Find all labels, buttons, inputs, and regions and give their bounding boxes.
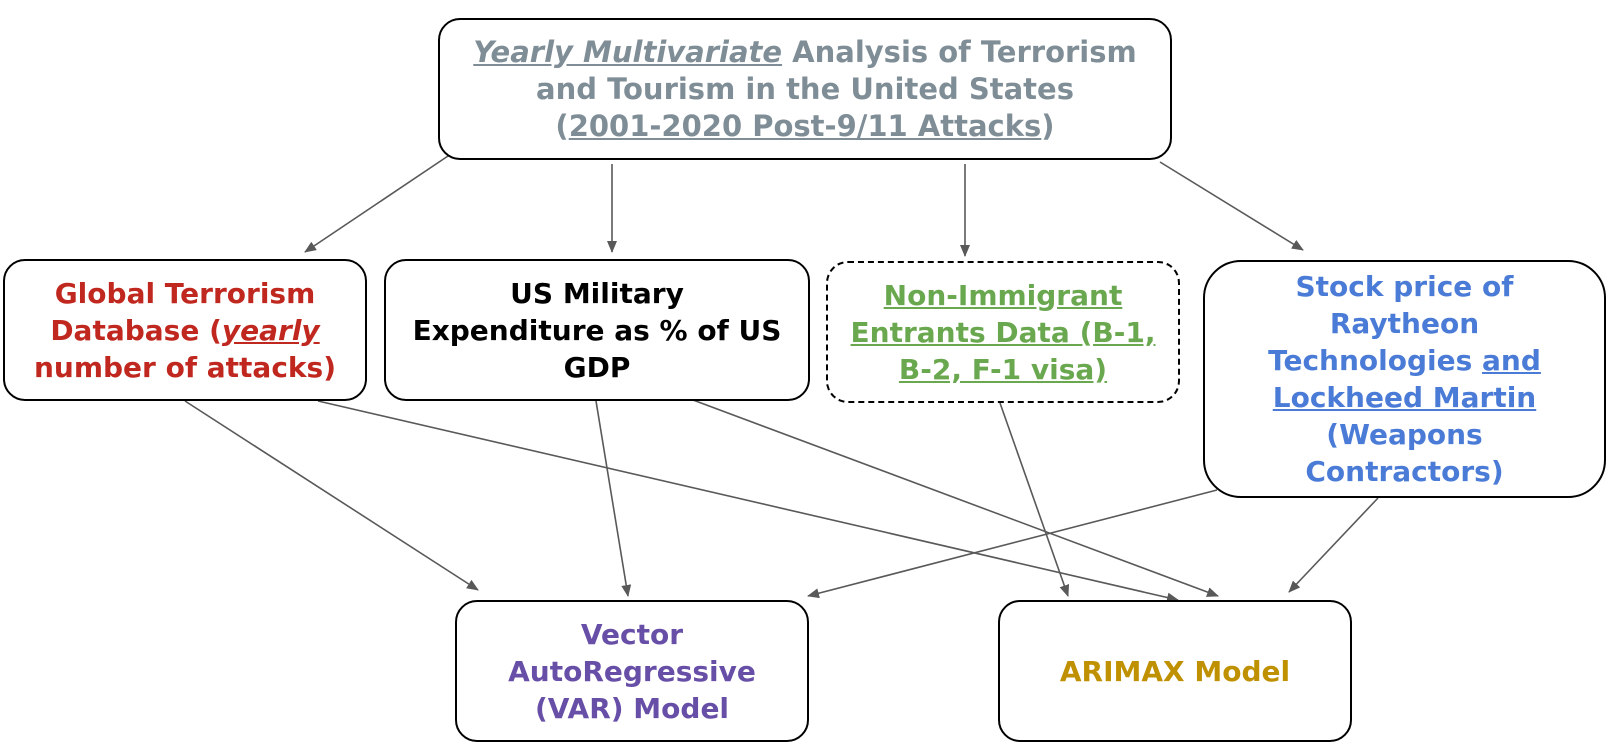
nie-line-2: Entrants Data (B-1, <box>850 315 1156 349</box>
top-line-3-open: ( <box>555 108 569 143</box>
var-line-2: AutoRegressive <box>508 654 756 688</box>
stock-line-5: (Weapons <box>1326 418 1483 451</box>
stock-line-3-underlined: and <box>1482 344 1541 377</box>
edge-top-to-stock <box>1159 161 1304 251</box>
stock-line-3: Technologies and <box>1268 342 1541 379</box>
node-top-analysis: Yearly Multivariate Analysis of Terroris… <box>438 18 1172 160</box>
stock-line-4: Lockheed Martin <box>1272 381 1537 414</box>
node-stock-price: Stock price of Raytheon Technologies and… <box>1203 260 1606 498</box>
edge-gtd-to-var <box>184 400 479 591</box>
stock-line-6: Contractors) <box>1305 455 1504 488</box>
edge-top-to-gtd <box>304 155 449 253</box>
gtd-line-2: Database (yearly <box>34 312 336 349</box>
top-line-3: (2001-2020 Post-9/11 Attacks) <box>473 108 1136 145</box>
edge-gtd-to-arimax <box>317 400 1179 603</box>
top-italic-text: Yearly Multivariate <box>473 34 783 69</box>
node-us-military-expenditure: US Military Expenditure as % of US GDP <box>384 259 810 401</box>
top-line-2: and Tourism in the United States <box>536 71 1074 106</box>
nie-line-1: Non-Immigrant <box>883 278 1123 312</box>
military-line-3: GDP <box>563 350 631 384</box>
edge-military-to-var <box>595 400 632 597</box>
var-line-3: (VAR) Model <box>534 691 730 725</box>
military-line-1: US Military <box>510 276 684 310</box>
top-line-1-rest: Analysis of Terrorism <box>782 34 1137 69</box>
gtd-line-2-a: Database ( <box>50 313 222 347</box>
gtd-italic-text: yearly <box>221 313 320 347</box>
node-non-immigrant-entrants: Non-Immigrant Entrants Data (B-1, B-2, F… <box>826 261 1180 403</box>
top-line-1: Yearly Multivariate Analysis of Terroris… <box>473 34 1136 71</box>
node-arimax-model: ARIMAX Model <box>998 600 1352 742</box>
gtd-line-1: Global Terrorism <box>54 276 316 310</box>
stock-line-1: Stock price of <box>1295 270 1514 303</box>
var-line-1: Vector <box>580 617 684 651</box>
gtd-line-3: number of attacks) <box>33 350 337 384</box>
stock-line-3-a: Technologies <box>1268 344 1483 377</box>
edge-nonimmigrant-to-arimax <box>999 402 1070 597</box>
stock-line-2: Raytheon <box>1329 307 1480 340</box>
edge-military-to-arimax <box>684 396 1219 597</box>
arimax-line-1: ARIMAX Model <box>1059 654 1291 688</box>
military-line-2: Expenditure as % of US <box>412 313 782 347</box>
top-line-3-close: ) <box>1041 108 1055 143</box>
edge-stock-to-arimax <box>1288 497 1379 593</box>
nie-line-3: B-2, F-1 visa) <box>898 352 1108 386</box>
top-line-3-underlined: 2001-2020 Post-9/11 Attacks <box>568 108 1042 143</box>
node-global-terrorism-database: Global Terrorism Database (yearly number… <box>3 259 367 401</box>
edge-stock-to-var <box>807 489 1218 599</box>
node-var-model: Vector AutoRegressive (VAR) Model <box>455 600 809 742</box>
